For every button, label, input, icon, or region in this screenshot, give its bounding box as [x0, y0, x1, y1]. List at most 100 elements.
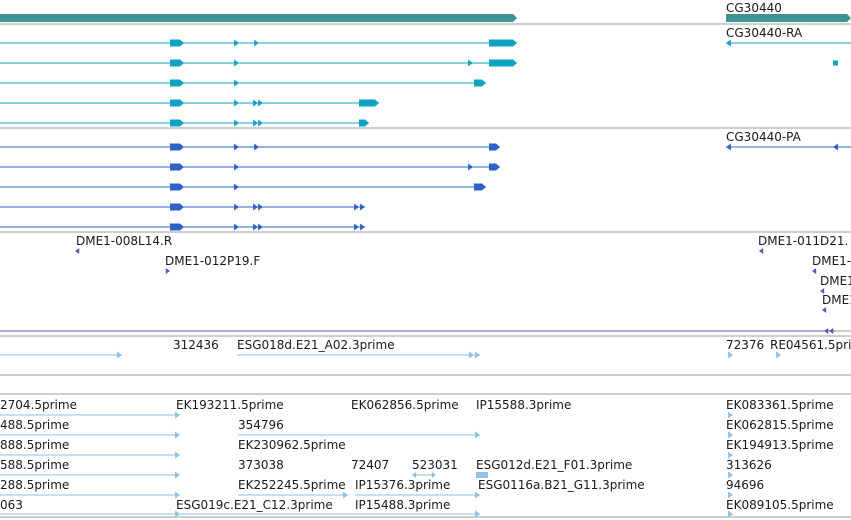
- direction-arrow-icon: [258, 99, 263, 107]
- est-label[interactable]: ESG012d.E21_F01.3prime: [476, 458, 633, 472]
- direction-arrow-icon: [234, 79, 239, 87]
- est-label[interactable]: EK062856.5prime: [351, 398, 459, 412]
- direction-arrow-icon: [75, 248, 80, 254]
- direction-arrow-icon: [117, 351, 122, 359]
- direction-arrow-icon: [728, 491, 733, 499]
- direction-arrow-icon: [234, 183, 239, 191]
- direction-arrow-icon: [469, 351, 474, 359]
- direction-arrow-icon: [475, 351, 480, 359]
- direction-arrow-icon: [343, 491, 348, 499]
- probe-label[interactable]: DME1: [822, 293, 851, 307]
- exon-block: [170, 119, 184, 127]
- protein-label[interactable]: CG30440-PA: [726, 130, 801, 144]
- est-label[interactable]: EK194913.5prime: [726, 438, 834, 452]
- direction-arrow-icon: [354, 223, 359, 231]
- est-label[interactable]: 94696: [726, 478, 765, 492]
- probe-label[interactable]: DME1-008L14.R: [76, 234, 173, 248]
- direction-arrow-icon: [234, 223, 239, 231]
- direction-arrow-icon: [234, 163, 239, 171]
- direction-arrow-icon: [820, 288, 825, 294]
- direction-arrow-icon: [728, 451, 733, 459]
- est-label[interactable]: 488.5prime: [0, 418, 70, 432]
- exon-block: [489, 39, 517, 47]
- est-label[interactable]: EK193211.5prime: [176, 398, 284, 412]
- direction-arrow-icon: [824, 328, 829, 334]
- est-label[interactable]: 2704.5prime: [0, 398, 77, 412]
- direction-arrow-icon: [234, 99, 239, 107]
- est-label[interactable]: EK089105.5prime: [726, 498, 834, 512]
- probe-label[interactable]: DME1-: [812, 254, 851, 268]
- direction-arrow-icon: [253, 203, 258, 211]
- probe-label[interactable]: DME1-012P19.F: [165, 254, 261, 268]
- exon-block: [170, 163, 184, 171]
- direction-arrow-icon: [833, 143, 838, 151]
- est-label[interactable]: 888.5prime: [0, 438, 70, 452]
- exon-block: [170, 183, 184, 191]
- exon-block: [474, 79, 486, 87]
- exon-block: [359, 119, 369, 127]
- exon-block: [170, 223, 184, 231]
- est-label[interactable]: IP15376.3prime: [355, 478, 451, 492]
- est-label[interactable]: EK062815.5prime: [726, 418, 834, 432]
- direction-arrow-icon: [468, 59, 473, 67]
- est-label[interactable]: IP15488.3prime: [355, 498, 451, 512]
- direction-arrow-icon: [234, 59, 239, 67]
- exon-block: [170, 59, 184, 67]
- est-label[interactable]: IP15588.3prime: [476, 398, 572, 412]
- transcript-label[interactable]: CG30440-RA: [726, 26, 803, 40]
- direction-arrow-icon: [412, 472, 417, 478]
- direction-arrow-icon: [258, 119, 263, 127]
- exon-block: [489, 163, 500, 171]
- direction-arrow-icon: [728, 510, 733, 518]
- est-label[interactable]: 063: [0, 498, 23, 512]
- direction-arrow-icon: [475, 491, 480, 499]
- direction-arrow-icon: [234, 119, 239, 127]
- direction-arrow-icon: [175, 431, 180, 439]
- direction-arrow-icon: [234, 143, 239, 151]
- direction-arrow-icon: [728, 411, 733, 419]
- est-label[interactable]: 588.5prime: [0, 458, 70, 472]
- direction-arrow-icon: [253, 99, 258, 107]
- est-label[interactable]: EK083361.5prime: [726, 398, 834, 412]
- est-label[interactable]: 72407: [351, 458, 390, 472]
- est-label[interactable]: 312436: [173, 338, 219, 352]
- direction-arrow-icon: [475, 431, 480, 439]
- direction-arrow-icon: [175, 510, 180, 518]
- direction-arrow-icon: [175, 471, 180, 479]
- est-label[interactable]: RE04561.5prime: [770, 338, 851, 352]
- est-label[interactable]: 288.5prime: [0, 478, 70, 492]
- est-label[interactable]: ESG0116a.B21_G11.3prime: [478, 478, 645, 492]
- direction-arrow-icon: [360, 223, 365, 231]
- gene-label[interactable]: CG30440: [726, 1, 782, 15]
- direction-arrow-icon: [175, 491, 180, 499]
- probe-label[interactable]: DME1: [820, 274, 851, 288]
- direction-arrow-icon: [258, 203, 263, 211]
- direction-arrow-icon: [254, 143, 259, 151]
- direction-arrow-icon: [234, 203, 239, 211]
- est-label[interactable]: EK230962.5prime: [238, 438, 346, 452]
- direction-arrow-icon: [728, 431, 733, 439]
- est-label[interactable]: 313626: [726, 458, 772, 472]
- exon-block: [359, 99, 379, 107]
- direction-arrow-icon: [431, 472, 436, 478]
- est-label[interactable]: ESG019c.E21_C12.3prime: [176, 498, 333, 512]
- est-label[interactable]: 523031: [412, 458, 458, 472]
- est-label[interactable]: 354796: [238, 418, 284, 432]
- exon-block: [726, 14, 851, 22]
- exon-block: [474, 183, 486, 191]
- direction-arrow-icon: [475, 510, 480, 518]
- est-label[interactable]: EK252245.5prime: [238, 478, 346, 492]
- direction-arrow-icon: [165, 268, 170, 274]
- direction-arrow-icon: [759, 248, 764, 254]
- exon-block: [489, 143, 500, 151]
- est-label[interactable]: 373038: [238, 458, 284, 472]
- est-label[interactable]: 72376: [726, 338, 765, 352]
- exon-block: [170, 99, 184, 107]
- est-label[interactable]: ESG018d.E21_A02.3prime: [237, 338, 395, 352]
- direction-arrow-icon: [253, 223, 258, 231]
- direction-arrow-icon: [234, 39, 239, 47]
- probe-label[interactable]: DME1-011D21.: [758, 234, 849, 248]
- direction-arrow-icon: [726, 39, 731, 47]
- direction-arrow-icon: [468, 163, 473, 171]
